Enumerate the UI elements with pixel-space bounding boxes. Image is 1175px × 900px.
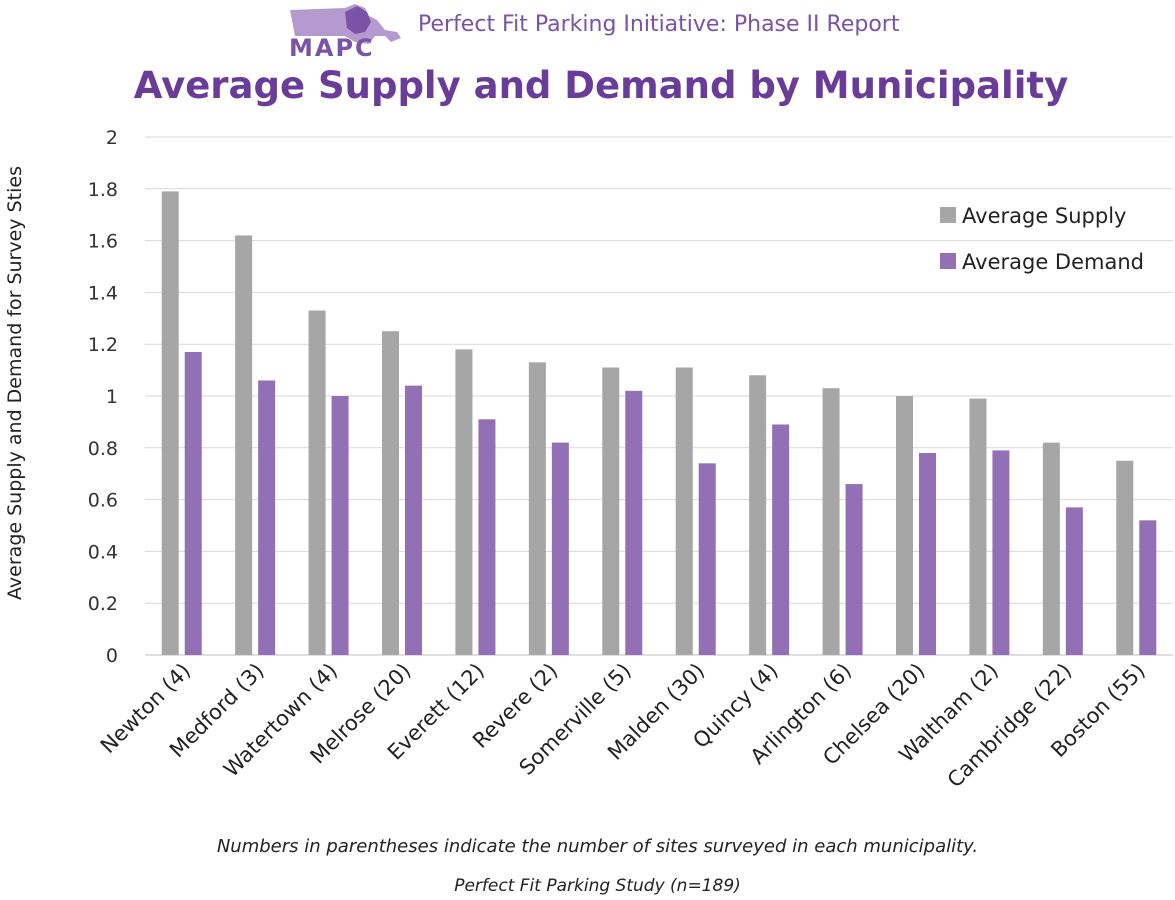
bar-average-supply bbox=[455, 349, 473, 655]
bar-average-supply bbox=[1116, 460, 1134, 655]
bar-average-demand bbox=[258, 380, 276, 655]
y-tick-label: 1.2 bbox=[88, 334, 118, 356]
bar-average-supply bbox=[822, 388, 840, 655]
footnote-sites: Numbers in parentheses indicate the numb… bbox=[216, 836, 979, 857]
y-tick-label: 0.4 bbox=[88, 541, 118, 563]
y-tick-label: 0 bbox=[106, 645, 118, 667]
bar-average-supply bbox=[528, 362, 546, 655]
bar-average-supply bbox=[749, 375, 767, 655]
bar-average-demand bbox=[992, 450, 1010, 655]
bar-average-supply bbox=[308, 310, 326, 655]
bar-average-demand bbox=[551, 442, 569, 655]
mapc-logo: MAPC bbox=[289, 4, 401, 60]
bar-average-supply bbox=[675, 367, 693, 655]
bar-average-supply bbox=[896, 396, 913, 655]
x-axis-tick-labels: Newton (4)Medford (3)Watertown (4)Melros… bbox=[96, 659, 1150, 793]
y-tick-label: 0.6 bbox=[88, 490, 118, 512]
bar-average-demand bbox=[184, 351, 202, 655]
legend-swatch-demand bbox=[940, 253, 956, 269]
footnote-source: Perfect Fit Parking Study (n=189) bbox=[454, 876, 741, 896]
bar-average-supply bbox=[602, 367, 620, 655]
bar-average-demand bbox=[1139, 520, 1157, 655]
legend-label-supply: Average Supply bbox=[962, 204, 1126, 228]
bar-average-demand bbox=[772, 424, 790, 655]
bar-average-supply bbox=[161, 191, 179, 655]
report-title: Perfect Fit Parking Initiative: Phase II… bbox=[418, 12, 900, 37]
bar-average-supply bbox=[235, 235, 253, 656]
bar-average-demand bbox=[405, 385, 422, 655]
y-axis-label: Average Supply and Demand for Survey Sti… bbox=[4, 166, 26, 600]
legend: Average Supply Average Demand bbox=[940, 204, 1144, 274]
y-tick-label: 2 bbox=[106, 127, 118, 149]
y-tick-label: 1 bbox=[106, 386, 118, 408]
logo-text: MAPC bbox=[289, 34, 375, 60]
bar-average-demand bbox=[478, 419, 496, 655]
bar-average-supply bbox=[382, 331, 399, 655]
y-tick-label: 1.4 bbox=[88, 282, 118, 304]
y-tick-label: 0.2 bbox=[88, 593, 118, 615]
report-header: MAPC Perfect Fit Parking Initiative: Pha… bbox=[0, 0, 1175, 64]
bar-average-demand bbox=[625, 390, 643, 655]
bar-average-demand bbox=[1065, 507, 1083, 655]
bar-average-demand bbox=[845, 484, 863, 655]
x-tick-label: Cambridge (22) bbox=[943, 659, 1077, 793]
y-tick-label: 1.6 bbox=[88, 231, 118, 253]
bar-chart: 0 0.2 0.4 0.6 0.8 1 1.2 1.4 1.6 1.8 2 Newton (4)Me… bbox=[4, 127, 1173, 793]
massachusetts-map-shape bbox=[290, 4, 401, 44]
y-tick-label: 0.8 bbox=[88, 438, 118, 460]
bar-average-supply bbox=[1042, 442, 1060, 655]
y-tick-label: 1.8 bbox=[88, 179, 118, 201]
bar-average-supply bbox=[969, 398, 987, 655]
bar-average-demand bbox=[331, 396, 349, 655]
bars bbox=[161, 191, 1157, 656]
bar-average-demand bbox=[919, 452, 936, 655]
legend-label-demand: Average Demand bbox=[962, 250, 1144, 274]
chart-title: Average Supply and Demand by Municipalit… bbox=[133, 64, 1069, 107]
legend-swatch-supply bbox=[940, 207, 956, 223]
boston-region-highlight bbox=[345, 6, 371, 34]
y-axis-tick-labels: 0 0.2 0.4 0.6 0.8 1 1.2 1.4 1.6 1.8 2 bbox=[88, 127, 118, 667]
bar-average-demand bbox=[698, 463, 716, 655]
